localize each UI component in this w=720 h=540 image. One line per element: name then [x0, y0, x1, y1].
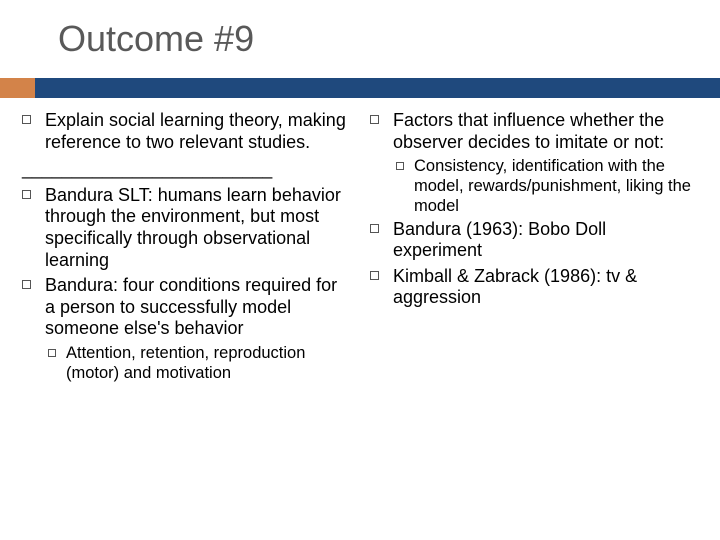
sub-list: Consistency, identification with the mod…: [370, 157, 698, 216]
bullet-text: Attention, retention, reproduction (moto…: [66, 344, 350, 384]
bullet-text: Bandura SLT: humans learn behavior throu…: [45, 185, 350, 271]
list-item: Consistency, identification with the mod…: [396, 157, 698, 216]
list-item: Factors that influence whether the obser…: [370, 110, 698, 153]
square-bullet-icon: [48, 349, 56, 357]
square-bullet-icon: [370, 115, 379, 124]
title-underline-bar: [0, 78, 720, 98]
list-item: Explain social learning theory, making r…: [22, 110, 350, 153]
left-column: Explain social learning theory, making r…: [22, 110, 350, 386]
divider-line: _________________________: [22, 159, 350, 181]
bullet-text: Bandura: four conditions required for a …: [45, 275, 350, 340]
square-bullet-icon: [22, 280, 31, 289]
list-item: Bandura: four conditions required for a …: [22, 275, 350, 340]
bullet-text: Explain social learning theory, making r…: [45, 110, 350, 153]
right-column: Factors that influence whether the obser…: [370, 110, 698, 386]
list-item: Bandura SLT: humans learn behavior throu…: [22, 185, 350, 271]
bullet-text: Kimball & Zabrack (1986): tv & aggressio…: [393, 266, 698, 309]
content-area: Explain social learning theory, making r…: [22, 110, 698, 386]
list-item: Attention, retention, reproduction (moto…: [48, 344, 350, 384]
bullet-text: Factors that influence whether the obser…: [393, 110, 698, 153]
bullet-text: Bandura (1963): Bobo Doll experiment: [393, 219, 698, 262]
square-bullet-icon: [22, 190, 31, 199]
bar-main: [35, 78, 720, 98]
square-bullet-icon: [370, 224, 379, 233]
square-bullet-icon: [396, 162, 404, 170]
bullet-text: Consistency, identification with the mod…: [414, 157, 698, 216]
square-bullet-icon: [370, 271, 379, 280]
list-item: Kimball & Zabrack (1986): tv & aggressio…: [370, 266, 698, 309]
bar-accent: [0, 78, 35, 98]
sub-list: Attention, retention, reproduction (moto…: [22, 344, 350, 384]
list-item: Bandura (1963): Bobo Doll experiment: [370, 219, 698, 262]
slide-title: Outcome #9: [58, 18, 254, 60]
square-bullet-icon: [22, 115, 31, 124]
